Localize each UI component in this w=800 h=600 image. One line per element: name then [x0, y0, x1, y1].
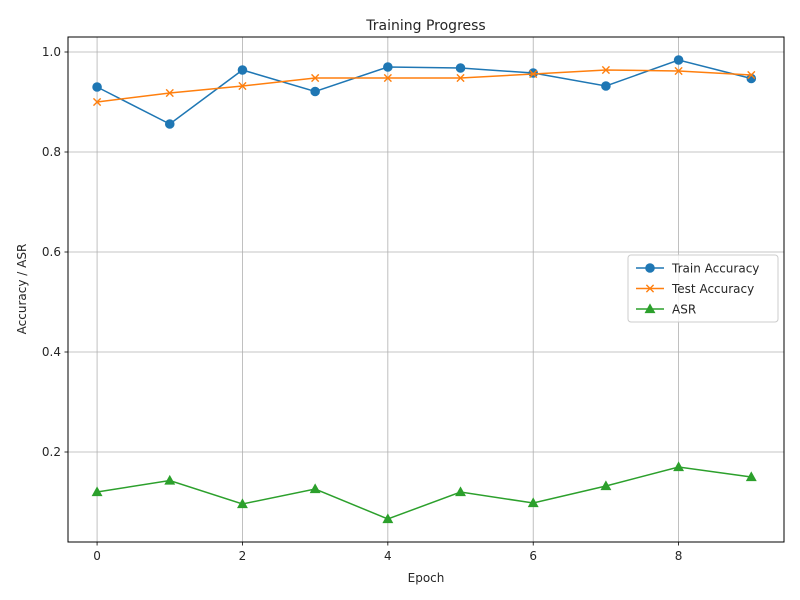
series-train-accuracy [92, 55, 757, 129]
data-point [92, 82, 102, 92]
series-line [96, 69, 752, 103]
y-tick-label: 0.2 [42, 445, 61, 459]
x-tick-label: 2 [239, 549, 247, 563]
legend-item: ASR [636, 303, 696, 317]
data-point [310, 86, 320, 97]
y-tick-label: 1.0 [42, 45, 61, 59]
plot-frame [67, 36, 785, 543]
legend-marker [644, 303, 656, 314]
data-point [528, 68, 539, 78]
data-point [237, 65, 248, 75]
data-point [165, 88, 174, 98]
data-point [164, 119, 175, 129]
data-point [91, 486, 103, 497]
data-point [673, 461, 685, 472]
data-point [674, 66, 683, 76]
data-point [456, 73, 465, 83]
data-point [237, 498, 248, 509]
y-tick-label: 0.6 [42, 245, 61, 259]
legend-label: ASR [672, 303, 696, 317]
data-point [745, 471, 757, 482]
data-point [383, 62, 393, 72]
plot-series [91, 55, 757, 524]
data-point [383, 73, 392, 83]
series-test-accuracy [92, 65, 756, 107]
data-point [600, 480, 612, 491]
x-tick-label: 6 [529, 549, 537, 563]
data-point [529, 69, 538, 79]
chart-title: Training Progress [365, 18, 485, 34]
data-point [601, 81, 611, 91]
x-axis-label: Epoch [408, 571, 445, 585]
legend-marker [645, 284, 655, 293]
data-point [238, 81, 247, 91]
y-tick-label: 0.4 [42, 345, 61, 359]
data-point [527, 497, 539, 508]
legend-marker [645, 263, 655, 273]
axis-ticks: 0 2 4 6 8 0.2 0.4 0.6 0.8 1.0 [42, 45, 683, 563]
legend-item: Test Accuracy [636, 282, 754, 296]
data-point [309, 483, 321, 494]
data-point [673, 55, 684, 65]
data-point [455, 63, 466, 73]
series-asr [91, 461, 757, 524]
data-point [382, 513, 394, 524]
legend: Train Accuracy Test Accuracy ASR [627, 254, 779, 323]
x-tick-label: 0 [93, 549, 101, 563]
data-point [92, 97, 102, 107]
x-tick-label: 8 [675, 549, 683, 563]
y-tick-label: 0.8 [42, 145, 61, 159]
series-line [96, 466, 752, 520]
y-axis-label: Accuracy / ASR [15, 244, 29, 335]
data-point [601, 65, 611, 75]
data-point [455, 486, 466, 497]
legend-label: Train Accuracy [671, 262, 759, 276]
data-point [311, 73, 320, 83]
series-line [96, 59, 752, 125]
data-point [164, 474, 176, 485]
x-tick-label: 4 [384, 549, 392, 563]
legend-label: Test Accuracy [671, 282, 754, 296]
data-point [747, 70, 756, 80]
legend-item: Train Accuracy [636, 262, 759, 276]
legend-box [627, 254, 779, 323]
